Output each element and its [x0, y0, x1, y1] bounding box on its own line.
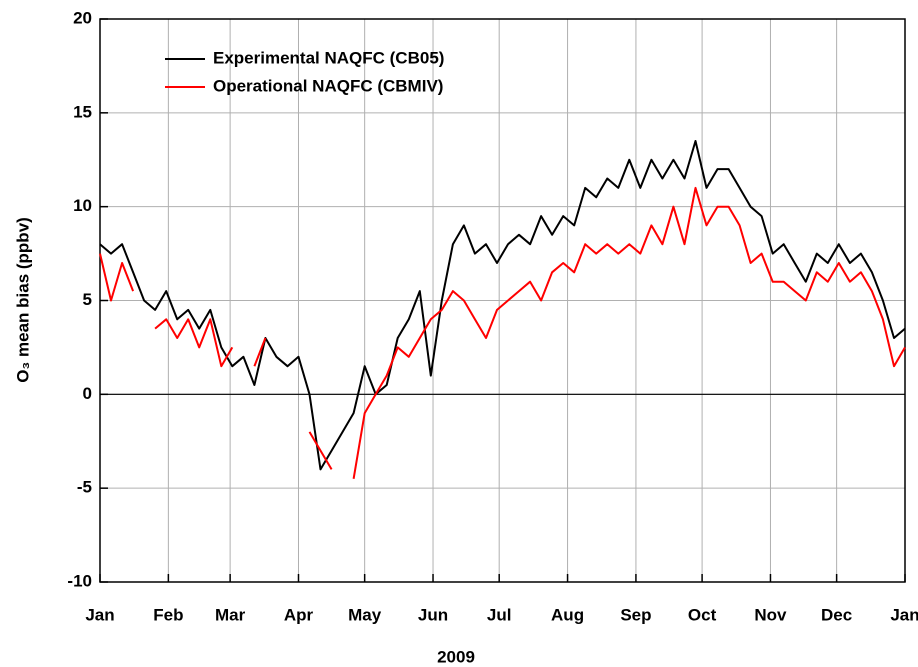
x-tick-label: Dec: [821, 605, 852, 624]
data-line: [99, 140, 906, 471]
x-tick-label: Sep: [620, 605, 651, 624]
y-axis-title: O₃ mean bias (ppbv): [13, 217, 32, 383]
x-tick-label: Jan: [85, 605, 114, 624]
x-axis-title: 2009: [437, 647, 475, 666]
x-tick-label: Aug: [551, 605, 584, 624]
x-tick-label: Jul: [487, 605, 512, 624]
x-tick-label: Oct: [688, 605, 717, 624]
legend-label: Experimental NAQFC (CB05): [213, 48, 444, 67]
legend-label: Operational NAQFC (CBMIV): [213, 76, 443, 95]
x-tick-label: May: [348, 605, 382, 624]
y-tick-label: 5: [83, 290, 92, 309]
y-tick-label: 15: [73, 102, 92, 121]
x-tick-label: Jan: [890, 605, 918, 624]
y-tick-label: 20: [73, 8, 92, 27]
y-tick-label: 0: [83, 384, 92, 403]
y-tick-label: -10: [67, 571, 92, 590]
y-tick-label: 10: [73, 196, 92, 215]
x-tick-label: Jun: [418, 605, 448, 624]
x-tick-label: Mar: [215, 605, 246, 624]
x-tick-label: Apr: [284, 605, 314, 624]
y-tick-label: -5: [77, 478, 92, 497]
plot-frame: [99, 18, 906, 583]
data-line: [99, 186, 906, 479]
x-tick-label: Feb: [153, 605, 183, 624]
x-tick-label: Nov: [754, 605, 787, 624]
